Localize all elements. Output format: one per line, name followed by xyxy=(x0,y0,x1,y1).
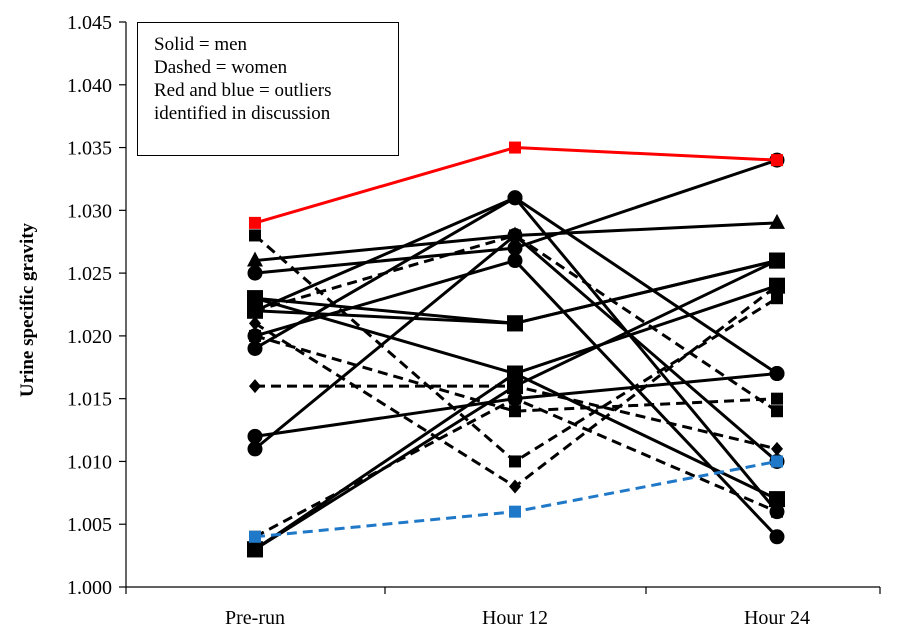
series-1-point-2 xyxy=(509,141,521,154)
series-15-point-1 xyxy=(249,229,261,242)
x-tick-label: Hour 12 xyxy=(482,607,548,628)
series-19-point-1 xyxy=(249,379,261,394)
series-16-point-3 xyxy=(771,405,783,418)
y-tick-label: 1.010 xyxy=(67,451,112,473)
series-2-point-2 xyxy=(509,505,521,518)
series-14-point-3 xyxy=(769,491,785,508)
series-14-point-2 xyxy=(507,365,523,382)
series-15-point-3 xyxy=(771,292,783,305)
series-12-point-1 xyxy=(247,441,263,457)
series-2-point-3 xyxy=(771,455,783,468)
series-20-point-3 xyxy=(771,505,783,518)
y-tick-label: 1.000 xyxy=(67,577,112,599)
series-16-point-1 xyxy=(249,304,261,317)
y-tick-label: 1.040 xyxy=(67,75,112,97)
series-8-point-1 xyxy=(247,290,263,307)
legend: Solid = men Dashed = women Red and blue … xyxy=(137,22,399,156)
y-tick-label: 1.005 xyxy=(67,514,112,536)
series-18-point-2 xyxy=(509,405,521,418)
series-11-point-3 xyxy=(769,366,785,382)
series-4-point-2 xyxy=(507,240,523,256)
series-15-point-2 xyxy=(509,455,521,468)
legend-line-outliers: Red and blue = outliers xyxy=(154,80,332,101)
legend-line-solid: Solid = men xyxy=(154,34,248,55)
y-tick-label: 1.030 xyxy=(67,200,112,222)
y-tick-label: 1.015 xyxy=(67,389,112,411)
y-tick-label: 1.020 xyxy=(67,326,112,348)
series-18-point-3 xyxy=(771,392,783,405)
series-2-point-1 xyxy=(249,530,261,543)
series-3-point-3 xyxy=(769,213,785,229)
series-line-16 xyxy=(254,233,778,413)
y-axis-label: Urine specific gravity xyxy=(17,222,38,398)
series-20-point-2 xyxy=(509,392,521,405)
series-1-point-1 xyxy=(249,216,261,229)
x-tick-label: Hour 24 xyxy=(744,607,810,628)
series-19-point-3 xyxy=(771,441,783,456)
series-19-point-2 xyxy=(509,379,521,394)
y-tick-label: 1.045 xyxy=(67,12,112,34)
y-tick-label: 1.025 xyxy=(67,263,112,285)
series-17-point-1 xyxy=(249,316,261,331)
series-10-point-2 xyxy=(507,190,523,206)
series-17-point-2 xyxy=(509,479,521,494)
series-10-point-1 xyxy=(247,340,263,356)
legend-line-discussion: identified in discussion xyxy=(154,103,331,124)
series-18-point-1 xyxy=(249,329,261,342)
series-6-point-2 xyxy=(507,315,523,332)
series-4-point-1 xyxy=(247,265,263,281)
series-16-point-2 xyxy=(509,229,521,242)
series-14-point-1 xyxy=(247,541,263,558)
series-11-point-1 xyxy=(247,428,263,444)
series-3-point-1 xyxy=(247,251,263,267)
series-17-point-3 xyxy=(771,278,783,293)
series-9-point-2 xyxy=(507,253,523,269)
series-13-point-3 xyxy=(769,252,785,269)
x-tick-label: Pre-run xyxy=(225,607,285,628)
y-tick-label: 1.035 xyxy=(67,138,112,160)
legend-line-dashed: Dashed = women xyxy=(154,57,288,78)
series-9-point-3 xyxy=(769,529,785,545)
series-line-15 xyxy=(254,234,778,463)
series-1-point-3 xyxy=(771,154,783,167)
